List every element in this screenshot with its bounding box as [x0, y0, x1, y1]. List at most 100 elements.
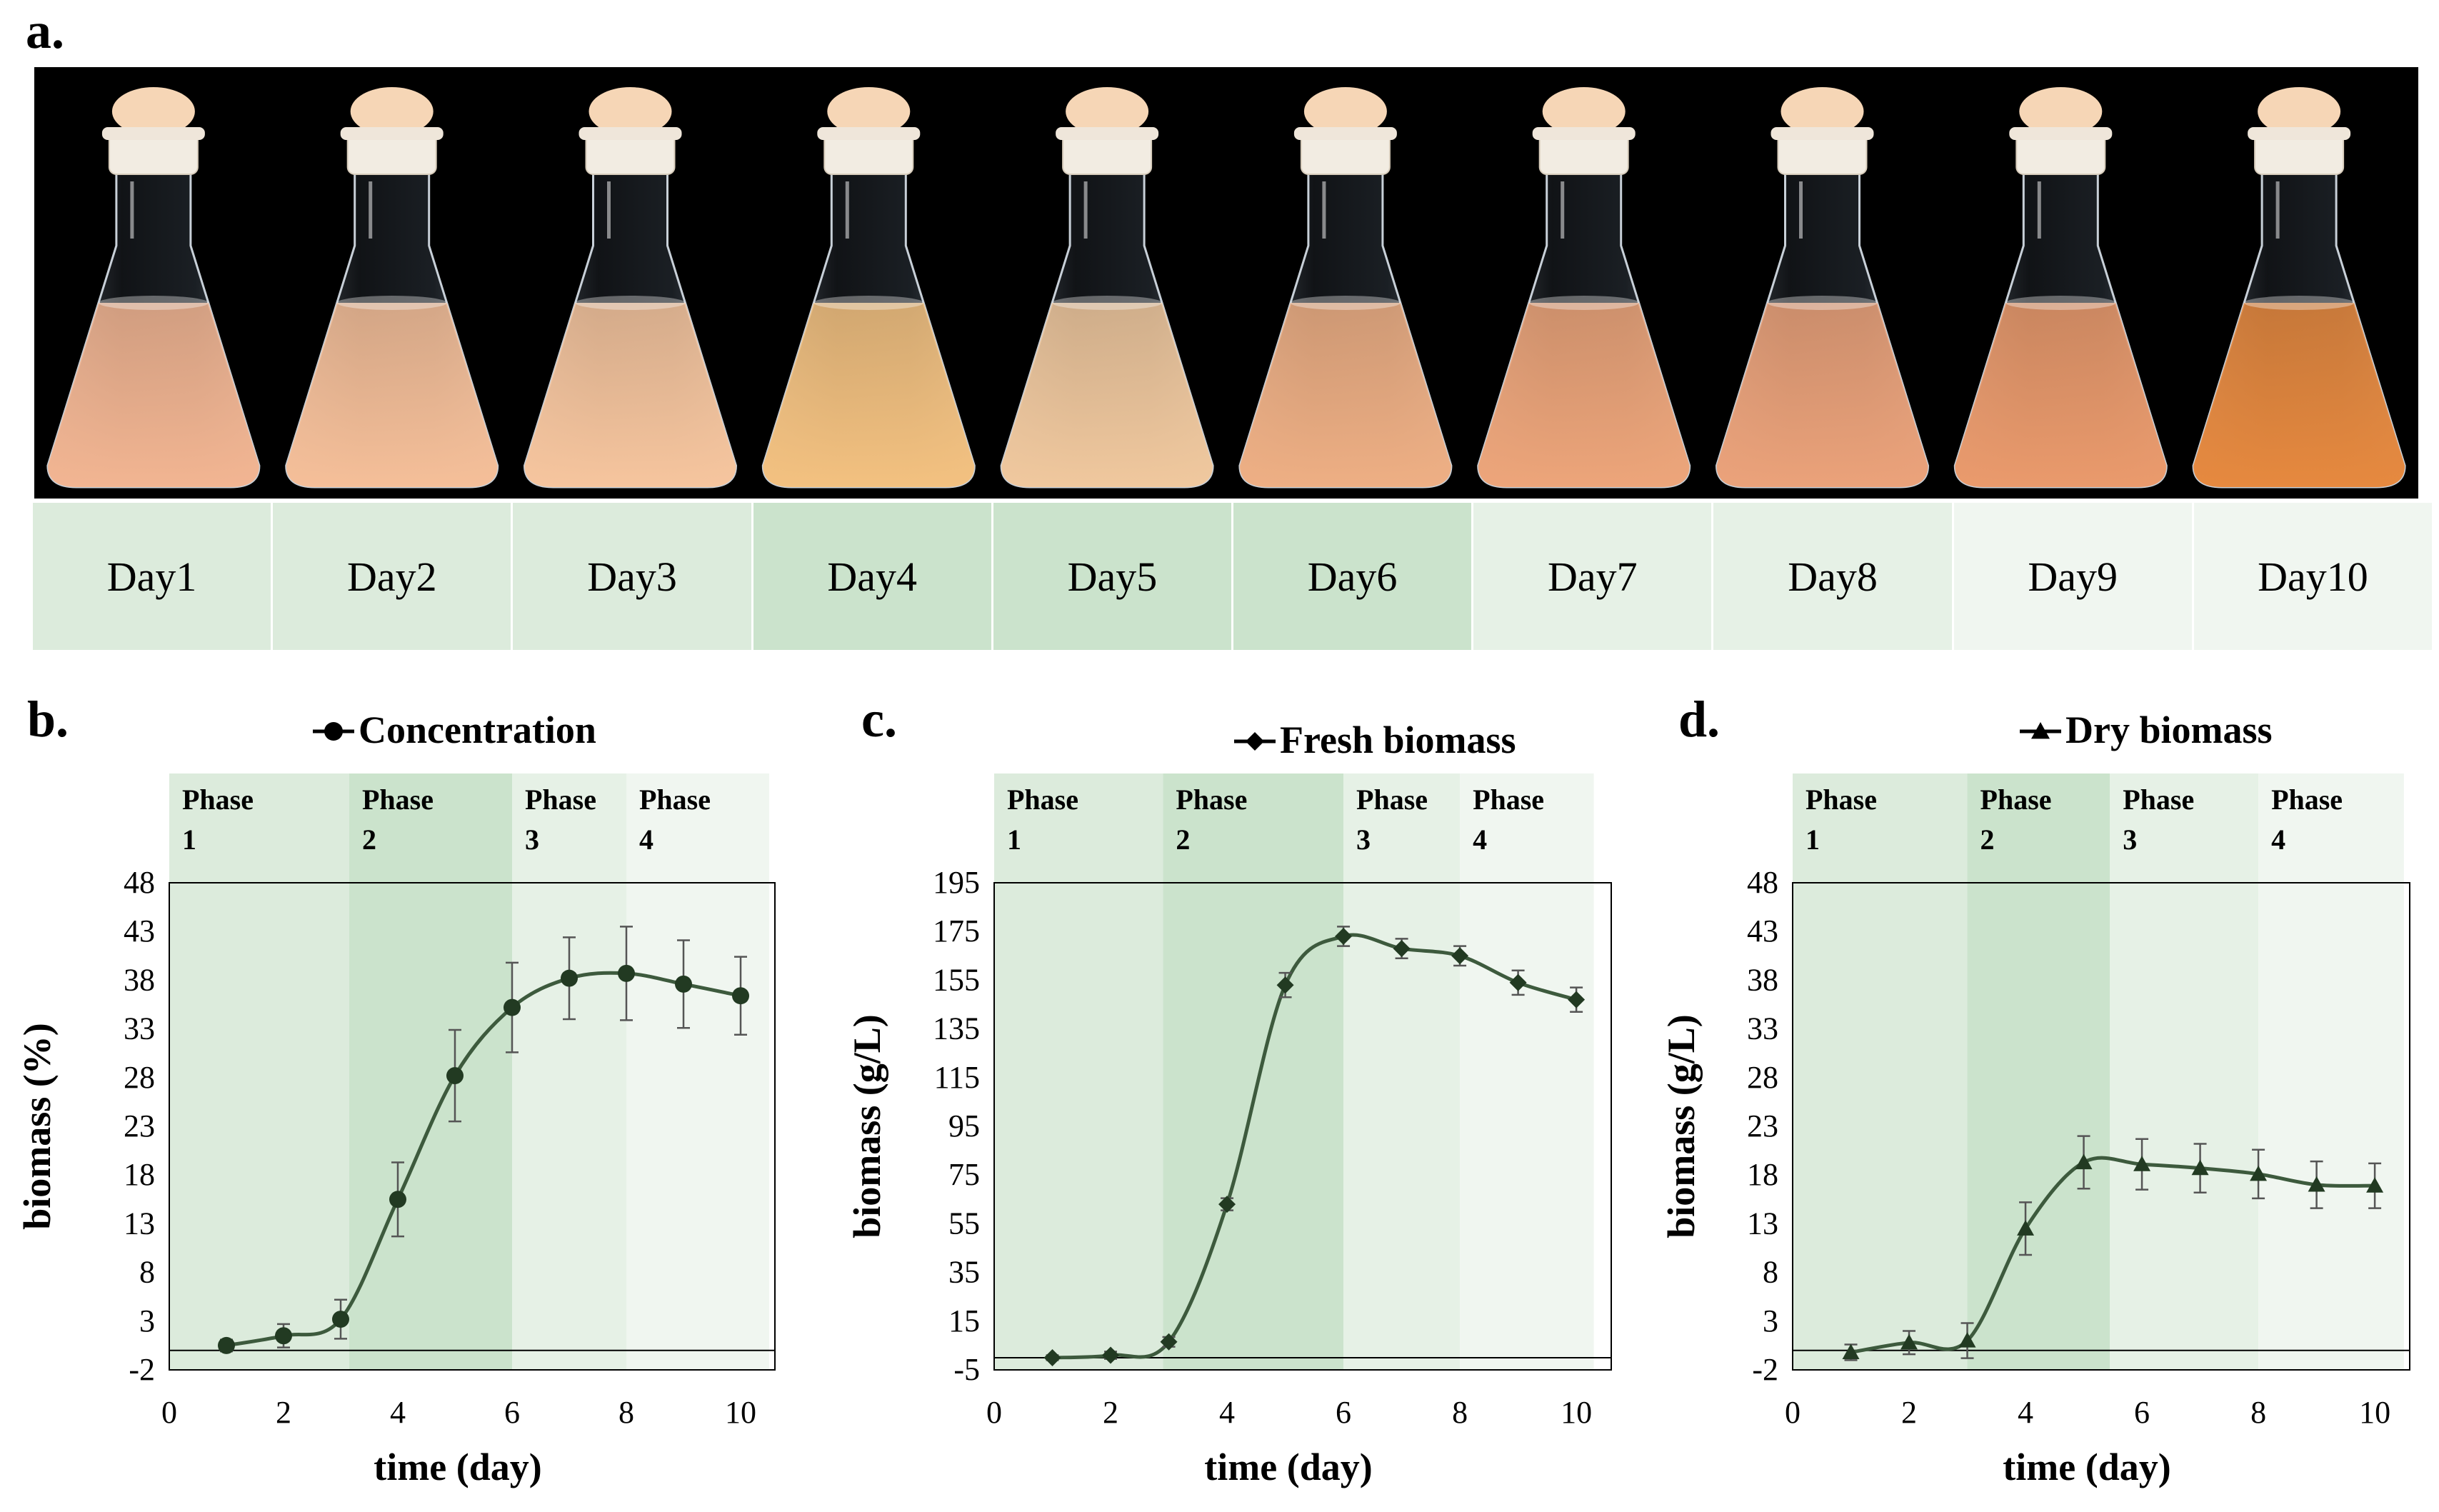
stopper-rim [340, 127, 444, 140]
x-tick-label: 2 [1103, 1395, 1118, 1430]
data-point [1160, 1333, 1178, 1351]
y-tick-label: 33 [1747, 1011, 1778, 1046]
phase-region-3 [2110, 883, 2259, 1370]
flask-1 [46, 87, 261, 489]
stopper-top [2258, 87, 2341, 136]
phase-region-4 [626, 883, 769, 1370]
day-label-8: Day8 [1713, 503, 1954, 650]
day-label-4: Day4 [753, 503, 993, 650]
y-tick-label: 23 [1747, 1108, 1778, 1143]
flask-liquid [2193, 303, 2405, 487]
panel-label-b: b. [27, 691, 69, 748]
phase-number-1: 1 [1007, 823, 1021, 856]
y-tick-label: 175 [933, 913, 980, 948]
liquid-surface [2005, 296, 2116, 310]
phase-label-2: Phase [1980, 783, 2052, 816]
y-tick-label: -2 [1752, 1352, 1778, 1387]
phase-region-3 [1343, 883, 1461, 1370]
x-tick-label: 8 [1452, 1395, 1468, 1430]
flask-liquid [1239, 303, 1451, 487]
phase-header-1 [994, 773, 1163, 883]
y-axis-label: biomass (g/L) [846, 1014, 888, 1238]
data-point [2075, 1153, 2093, 1170]
y-tick-label: 8 [139, 1255, 155, 1290]
chart-1: Phase1Phase2Phase3Phase4-238131823283338… [16, 709, 776, 1488]
day-label-3: Day3 [513, 503, 753, 650]
phase-label-4: Phase [1473, 783, 1544, 816]
phase-header-4 [626, 773, 769, 883]
phase-label-3: Phase [2123, 783, 2194, 816]
phase-header-3 [2110, 773, 2259, 883]
data-point [1842, 1343, 1860, 1360]
data-point [389, 1191, 406, 1208]
phase-region-4 [1460, 883, 1594, 1370]
x-tick-label: 0 [1785, 1395, 1801, 1430]
flask-6 [1238, 87, 1453, 489]
phase-header-4 [2258, 773, 2404, 883]
day-label-10: Day10 [2193, 503, 2435, 650]
y-tick-label: 3 [1763, 1303, 1778, 1338]
y-tick-label: 33 [124, 1011, 155, 1046]
stopper-top [111, 87, 195, 136]
phase-region-2 [1967, 883, 2110, 1370]
phase-number-2: 2 [1980, 823, 1995, 856]
x-axis-label: time (day) [374, 1446, 541, 1488]
phase-region-1 [169, 883, 349, 1370]
phase-label-2: Phase [362, 783, 434, 816]
data-point [618, 964, 635, 982]
series-line [1850, 1156, 2375, 1354]
data-point [732, 987, 749, 1005]
phase-number-3: 3 [525, 823, 539, 856]
y-axis-label: biomass (g/L) [1660, 1014, 1703, 1238]
y-tick-label: -2 [129, 1352, 155, 1387]
x-tick-label: 6 [1336, 1395, 1351, 1430]
day-label-2: Day2 [273, 503, 514, 650]
stopper-rim [1056, 127, 1159, 140]
x-tick-label: 0 [161, 1395, 177, 1430]
flask-liquid [524, 303, 736, 487]
phase-number-1: 1 [1806, 823, 1820, 856]
phase-label-4: Phase [639, 783, 711, 816]
y-tick-label: 95 [948, 1108, 980, 1143]
y-tick-label: 38 [1747, 962, 1778, 997]
phase-number-1: 1 [182, 823, 196, 856]
flask-liquid [1716, 303, 1928, 487]
day-label-5: Day5 [993, 503, 1234, 650]
x-tick-label: 4 [390, 1395, 406, 1430]
liquid-surface [1052, 296, 1163, 310]
data-point [2191, 1159, 2209, 1176]
y-tick-label: 13 [124, 1206, 155, 1241]
day-label-bar: Day1 Day2 Day3 Day4 Day5 Day6 Day7 Day8 Day9 Day1… [33, 503, 2435, 650]
flask-2 [285, 87, 499, 489]
data-point [1900, 1333, 1918, 1350]
phase-label-3: Phase [1356, 783, 1428, 816]
flask-7 [1477, 87, 1691, 489]
data-point [1509, 973, 1527, 991]
phase-number-2: 2 [362, 823, 376, 856]
stopper-rim [1771, 127, 1874, 140]
flask-5 [1000, 87, 1214, 489]
y-tick-label: 135 [933, 1011, 980, 1046]
phase-label-1: Phase [1806, 783, 1877, 816]
y-tick-label: 23 [124, 1108, 155, 1143]
data-point [1958, 1332, 1976, 1348]
stopper-top [1066, 87, 1149, 136]
panel-label-a: a. [26, 2, 64, 59]
phase-label-1: Phase [182, 783, 254, 816]
y-tick-label: 18 [124, 1157, 155, 1192]
plot-frame [1792, 882, 2410, 1371]
y-tick-label: 35 [948, 1255, 980, 1290]
day-label-7: Day7 [1473, 503, 1714, 650]
chart-3: Phase1Phase2Phase3Phase4-238131823283338… [1660, 709, 2410, 1488]
phase-header-1 [169, 773, 349, 883]
y-tick-label: 155 [933, 962, 980, 997]
liquid-surface [575, 296, 686, 310]
x-axis-label: time (day) [1204, 1446, 1372, 1488]
data-point [332, 1311, 349, 1328]
liquid-surface [1290, 296, 1401, 310]
x-tick-label: 8 [2250, 1395, 2266, 1430]
flask-10 [2192, 87, 2406, 489]
x-tick-label: 4 [1219, 1395, 1235, 1430]
x-tick-label: 10 [1561, 1395, 1592, 1430]
data-point [2250, 1165, 2268, 1181]
